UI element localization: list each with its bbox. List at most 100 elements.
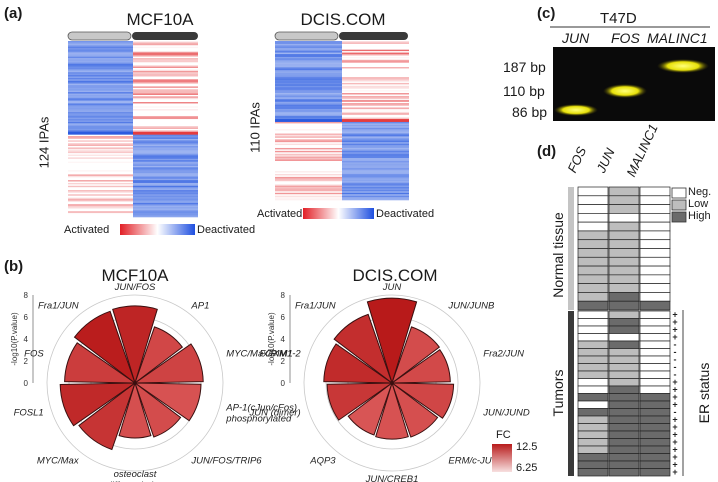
heatmap-cell [68, 60, 133, 63]
heatmap-cell [275, 143, 342, 146]
heatmap-cell [133, 120, 198, 123]
expression-cell [639, 325, 671, 334]
heatmap-cell [342, 132, 409, 134]
heatmap-cell [68, 170, 133, 172]
heatmap-cell [68, 177, 133, 179]
heatmap-cell [342, 108, 409, 111]
heatmap-cell [342, 119, 409, 121]
heatmap-cell [68, 113, 133, 116]
heatmap-cell [275, 171, 342, 173]
expression-cell [577, 363, 609, 372]
rose-axis-tick: 4 [281, 335, 286, 344]
heatmap-cell [133, 117, 198, 120]
heatmap-cell [275, 103, 342, 105]
er-status-mark: - [674, 362, 677, 372]
heatmap-cell [275, 98, 342, 101]
er-status-column: ++++-----++++-++++++++ [672, 310, 677, 478]
heatmap-cell [275, 42, 342, 45]
rose-title-mcf10a: MCF10A [101, 266, 169, 285]
expression-cell [608, 423, 640, 432]
heatmap-cell [68, 207, 133, 209]
legend-gradient-a1 [120, 224, 195, 235]
expression-cell [639, 265, 671, 276]
tumor-group-bar [568, 311, 574, 476]
heatmap-cell [342, 127, 409, 130]
heatmap-cell [133, 48, 198, 50]
heatmap-cell [68, 59, 133, 62]
heatmap-cell [133, 215, 198, 218]
heatmap-cell [133, 177, 198, 179]
heatmap-cell [275, 195, 342, 198]
heatmap-cell [275, 100, 342, 103]
heatmap-cell [275, 185, 342, 188]
heatmap-cell [133, 119, 198, 121]
expression-cell [577, 355, 609, 364]
heatmap-cell [133, 134, 198, 137]
expression-cell [608, 204, 640, 214]
rose-category-label: AQP3 [309, 456, 336, 467]
expression-cell [608, 230, 640, 241]
heatmap-cell [275, 134, 342, 137]
heatmap-cell [133, 70, 198, 73]
heatmap-cell [342, 94, 409, 97]
expression-cell [577, 468, 609, 477]
heatmap-cell [133, 138, 198, 141]
heatmap-cell [275, 55, 342, 58]
heatmap-cell [68, 129, 133, 131]
expression-cell [608, 400, 640, 409]
panel-d-label: (d) [537, 143, 557, 160]
expression-cell [639, 186, 671, 197]
heatmap-cell [342, 85, 409, 88]
heatmap-cell [275, 90, 342, 92]
heatmap-cell [133, 154, 198, 157]
rose-category-label: JUN/JUND [482, 408, 530, 419]
expression-cell [577, 248, 609, 258]
heatmap-cell [275, 65, 342, 68]
heatmap-cell [133, 85, 198, 87]
heatmap-cell [68, 121, 133, 124]
heatmap-cell [342, 116, 409, 118]
heatmap-cell [68, 211, 133, 214]
expression-cell [608, 274, 640, 284]
heatmap-cell [275, 137, 342, 140]
heatmap-cell [342, 97, 409, 100]
heatmap-cell [275, 116, 342, 118]
heatmap-cell [342, 90, 409, 92]
heatmap-cell [68, 109, 133, 111]
heatmap-cell [275, 78, 342, 81]
expression-cell [639, 292, 671, 302]
heatmap-cell [342, 107, 409, 110]
heatmap-cell [275, 58, 342, 61]
heatmap-cell [133, 89, 198, 91]
expression-cell [577, 292, 609, 302]
heatmap-cell [133, 141, 198, 144]
rose-petal [64, 342, 137, 384]
heatmap-cell [342, 74, 409, 76]
heatmap-cell [133, 127, 198, 130]
heatmap-cell [133, 212, 198, 215]
heatmap-cell [275, 186, 342, 189]
er-status-mark: - [674, 407, 677, 417]
heatmap-cell [342, 158, 409, 160]
rose-petal [347, 381, 394, 436]
heatmap-cell [68, 160, 133, 162]
heatmap-cell [68, 48, 133, 50]
expression-cell [639, 348, 671, 357]
heatmap-cell [68, 124, 133, 127]
heatmap-cell [133, 199, 198, 202]
heatmap-cell [275, 168, 342, 170]
expression-cell [577, 453, 609, 462]
heatmap-cell [342, 71, 409, 74]
heatmap-cell [342, 139, 409, 142]
heatmap-cell [133, 87, 198, 90]
heatmap-cell [133, 55, 198, 57]
er-status-label-wrap: ER status [694, 363, 714, 424]
heatmap-cell [68, 178, 133, 181]
heatmap-cell [133, 198, 198, 201]
expression-cell [608, 213, 640, 223]
heatmap-cell [68, 83, 133, 86]
er-status-mark: + [672, 430, 677, 440]
expression-cell [639, 195, 671, 205]
heatmap-cell [275, 91, 342, 94]
